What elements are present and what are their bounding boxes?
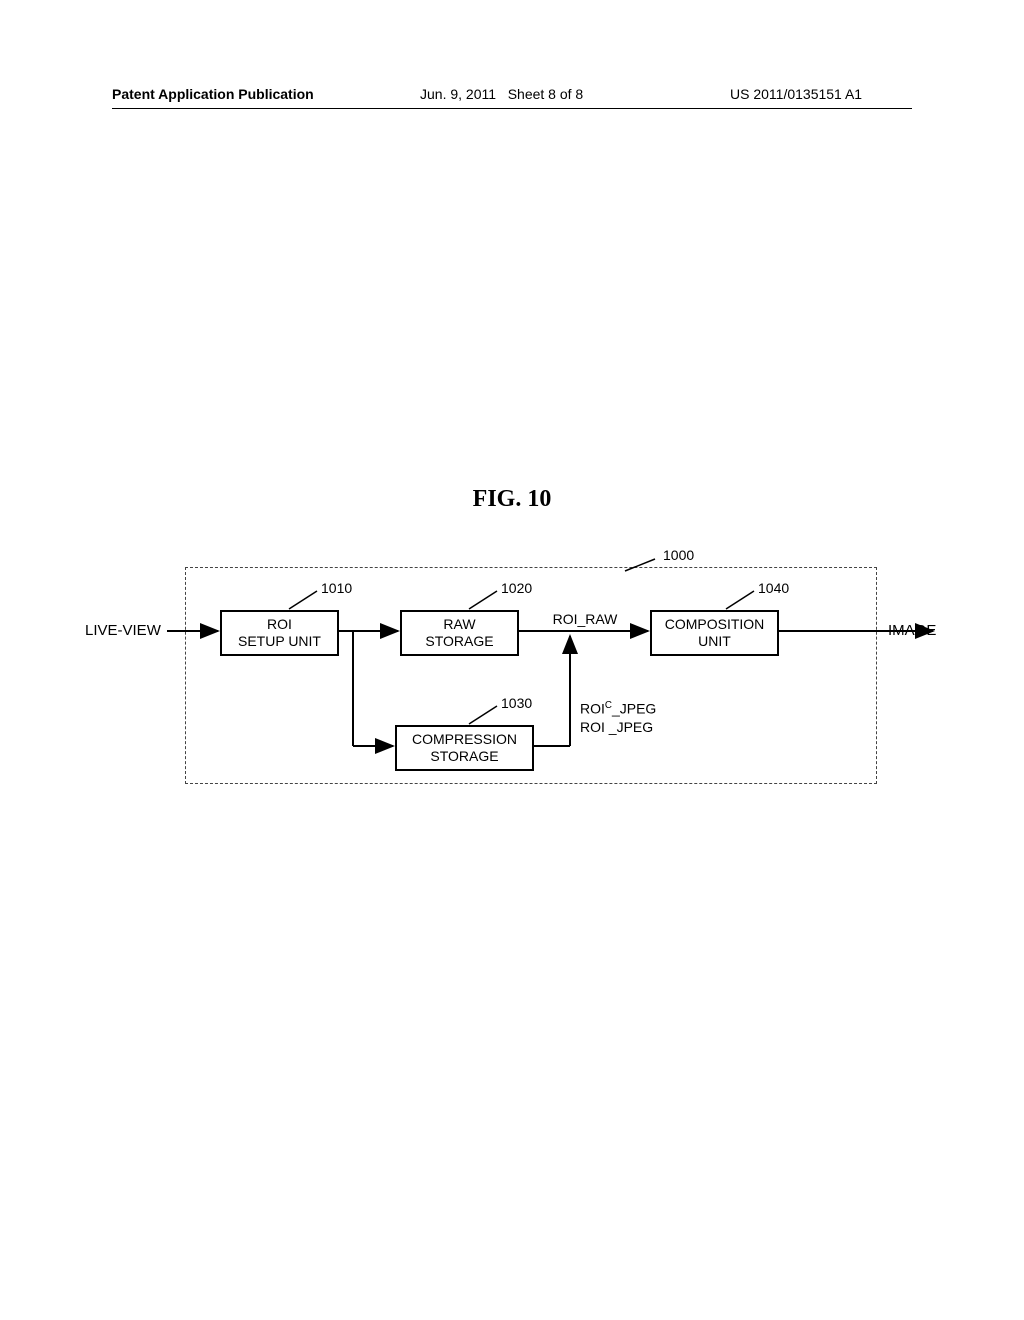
header: Patent Application Publication Jun. 9, 2… [0,86,1024,112]
header-date: Jun. 9, 2011 [420,86,496,102]
arrows-layer [85,555,955,815]
figure-title: FIG. 10 [0,486,1024,513]
header-left: Patent Application Publication [112,86,314,102]
diagram: 1000 LIVE-VIEW IMAGE ROI SETUP UNIT 1010… [85,555,935,815]
header-right: US 2011/0135151 A1 [730,86,862,102]
header-rule [112,108,912,109]
header-mid: Jun. 9, 2011 Sheet 8 of 8 [420,86,583,102]
page: Patent Application Publication Jun. 9, 2… [0,0,1024,1320]
header-sheet: Sheet 8 of 8 [508,86,584,102]
